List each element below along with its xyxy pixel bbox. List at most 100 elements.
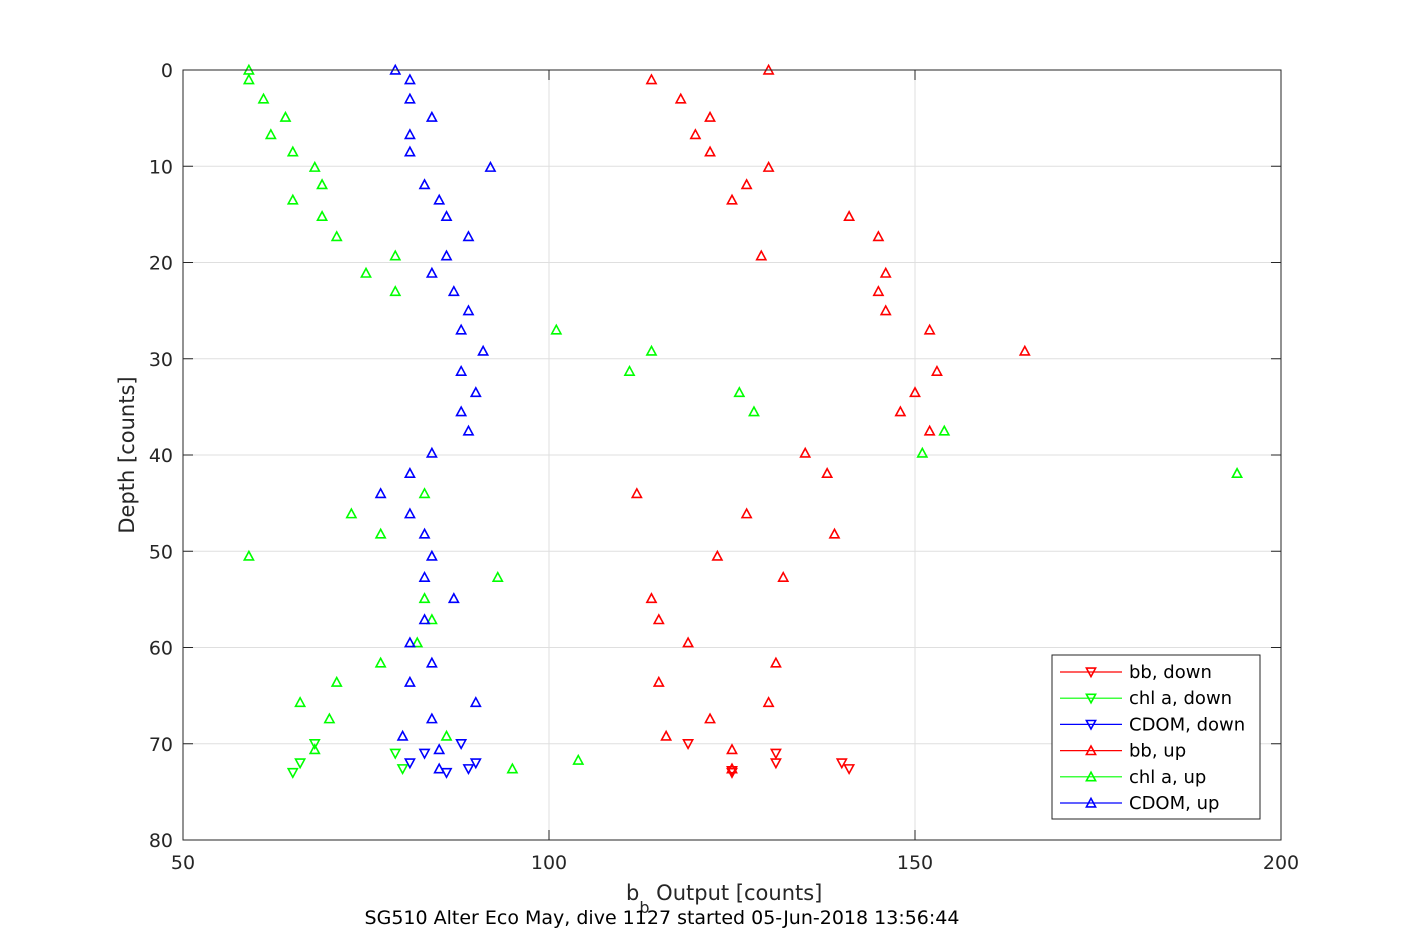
data-point xyxy=(506,762,519,774)
data-point xyxy=(484,160,497,172)
data-point xyxy=(389,249,402,261)
y-tick-label: 60 xyxy=(149,638,173,660)
data-point xyxy=(440,729,453,741)
legend-entry-label: bb, up xyxy=(1129,741,1186,762)
data-point xyxy=(726,193,738,205)
data-point xyxy=(389,285,402,297)
data-point xyxy=(748,405,760,417)
y-tick-label: 30 xyxy=(149,349,173,371)
data-point xyxy=(879,266,892,278)
data-point xyxy=(403,128,416,140)
legend-entry-label: chl a, up xyxy=(1129,767,1206,788)
legend-entry-label: chl a, down xyxy=(1129,688,1232,709)
x-axis-label-main: b xyxy=(626,881,639,905)
data-point xyxy=(455,364,468,376)
data-point xyxy=(777,570,790,582)
x-tick-label: 100 xyxy=(531,852,567,874)
data-point xyxy=(726,743,738,755)
data-point xyxy=(411,636,424,648)
data-point xyxy=(257,92,270,104)
legend-entry-label: CDOM, up xyxy=(1129,793,1219,814)
data-point xyxy=(433,193,446,205)
data-point xyxy=(403,636,416,648)
data-point xyxy=(762,696,775,708)
y-tick-label: 50 xyxy=(149,541,173,563)
data-point xyxy=(403,73,416,85)
data-point xyxy=(455,405,468,417)
legend-marker xyxy=(1085,667,1097,679)
data-point xyxy=(425,446,438,458)
legend-box xyxy=(1051,654,1261,820)
data-point xyxy=(799,446,812,458)
data-point xyxy=(704,110,716,122)
data-point xyxy=(762,160,775,172)
data-point xyxy=(330,675,343,687)
data-point xyxy=(682,636,695,648)
data-point xyxy=(674,92,687,104)
series-4 xyxy=(242,63,1244,774)
x-axis-label-rest: Output [counts] xyxy=(650,881,823,905)
data-point xyxy=(308,743,321,755)
data-point xyxy=(623,364,636,376)
data-point xyxy=(418,592,431,604)
data-point xyxy=(689,128,702,140)
data-point xyxy=(418,527,431,539)
data-point xyxy=(469,758,482,770)
data-point xyxy=(828,527,841,539)
data-point xyxy=(440,210,453,222)
data-point xyxy=(916,446,929,458)
figure-caption: SG510 Alter Eco May, dive 1127 started 0… xyxy=(365,907,960,929)
data-point xyxy=(242,73,255,85)
data-point xyxy=(447,285,460,297)
data-point xyxy=(294,696,307,708)
data-point xyxy=(418,487,431,499)
data-point xyxy=(403,467,416,478)
data-point xyxy=(374,656,387,668)
data-point xyxy=(652,675,665,687)
data-point xyxy=(418,613,431,625)
y-axis-label: Depth [counts] xyxy=(115,376,139,533)
data-point xyxy=(769,758,782,770)
data-point xyxy=(872,285,885,297)
legend: bb, down chl a, down CDOM, down bb, up chl a… xyxy=(1051,654,1261,820)
x-tick-label: 50 xyxy=(171,852,195,874)
legend-entry-label: CDOM, down xyxy=(1129,714,1245,735)
series-2 xyxy=(403,739,482,779)
data-point xyxy=(360,266,372,278)
data-point xyxy=(425,656,438,668)
data-point xyxy=(740,178,753,190)
data-point xyxy=(418,570,431,582)
data-point xyxy=(491,570,504,582)
data-point xyxy=(704,712,716,724)
data-point xyxy=(294,758,307,770)
data-point xyxy=(894,405,907,417)
data-point xyxy=(418,748,431,760)
data-point xyxy=(704,145,716,157)
data-point xyxy=(286,145,299,157)
data-point xyxy=(469,386,482,398)
data-point xyxy=(323,712,336,724)
data-point xyxy=(550,323,563,335)
data-point xyxy=(286,767,299,779)
data-point xyxy=(726,762,738,774)
data-point xyxy=(374,487,387,499)
data-point xyxy=(330,230,343,242)
legend-marker xyxy=(1085,796,1097,808)
data-point xyxy=(403,675,416,687)
y-tick-label: 10 xyxy=(149,156,173,178)
data-point xyxy=(316,178,329,190)
data-point xyxy=(843,210,856,222)
data-point xyxy=(242,549,255,561)
x-tick-label: 200 xyxy=(1263,852,1299,874)
x-axis-label: bb Output [counts] xyxy=(626,881,822,917)
data-point xyxy=(769,748,782,760)
y-tick-label: 80 xyxy=(149,830,173,852)
data-point xyxy=(477,344,490,356)
data-point xyxy=(630,487,643,499)
data-point xyxy=(660,729,673,741)
data-point xyxy=(279,110,292,122)
data-point xyxy=(425,110,438,122)
data-point xyxy=(403,92,416,104)
data-point xyxy=(821,467,834,478)
data-point xyxy=(396,764,409,776)
